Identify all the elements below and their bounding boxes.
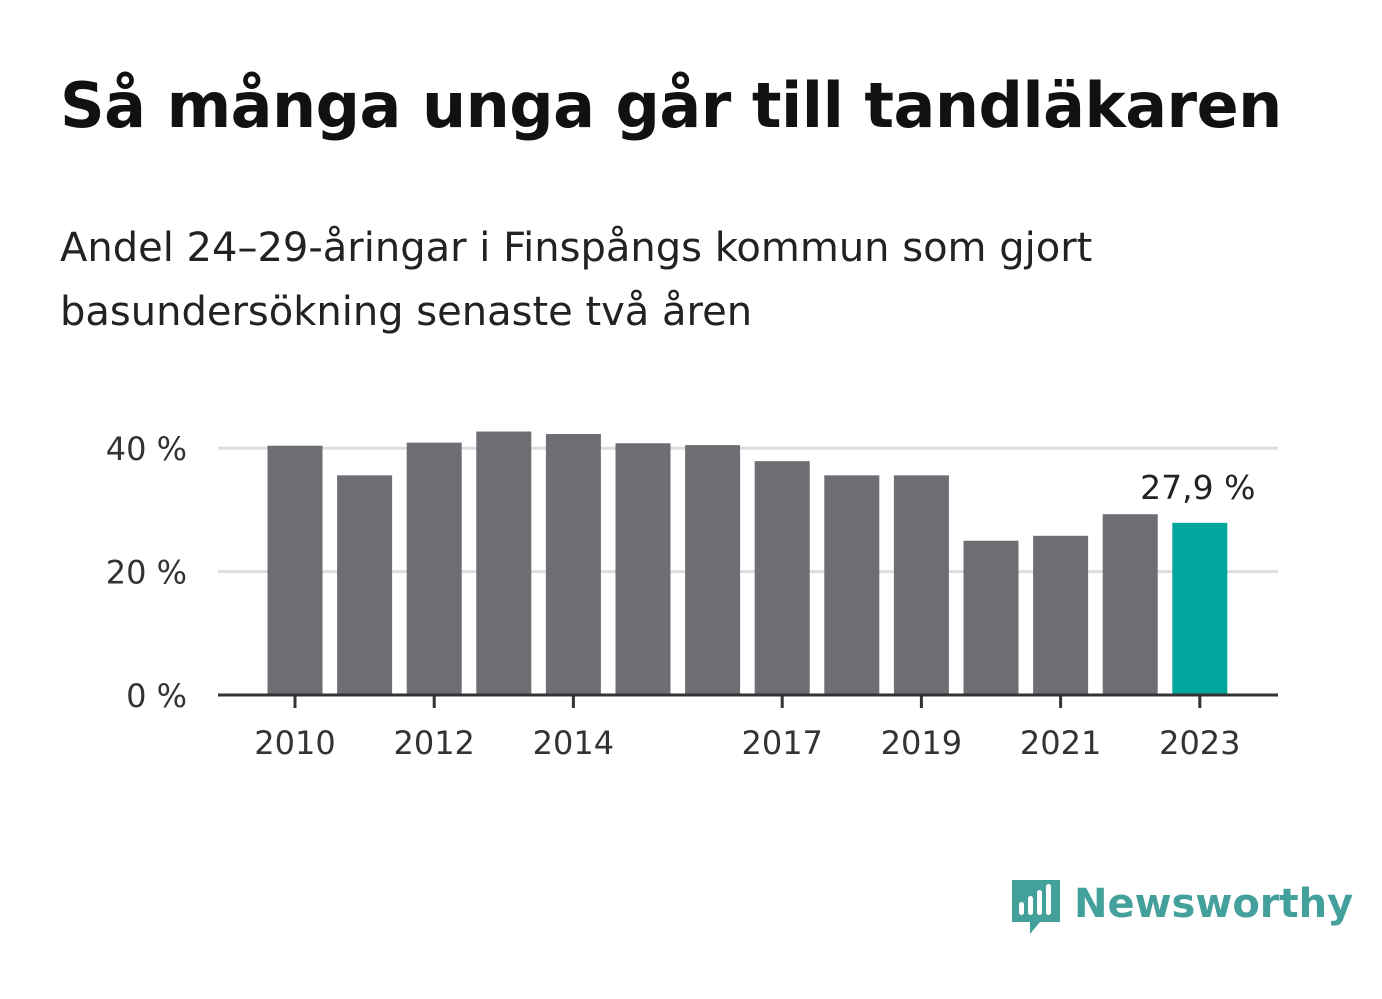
bar-2023 xyxy=(1172,522,1228,695)
bar-2010 xyxy=(267,445,323,695)
newsworthy-logo: Newsworthy xyxy=(1010,876,1353,940)
bar-2013 xyxy=(476,431,532,695)
x-tick-label: 2019 xyxy=(881,724,962,762)
gridlines xyxy=(218,446,1278,574)
axes xyxy=(218,693,1278,708)
y-tick-label: 40 % xyxy=(106,430,187,468)
chart-title: Så många unga går till tandläkaren xyxy=(60,69,1282,142)
x-tick-label: 2021 xyxy=(1020,724,1101,762)
value-label-2023: 27,9 % xyxy=(1140,468,1255,507)
bar-2011 xyxy=(337,475,393,695)
bar-2021 xyxy=(1033,535,1089,695)
y-tick-label: 0 % xyxy=(126,677,187,715)
x-tick-label: 2010 xyxy=(254,724,335,762)
labels: 0 % 20 % 40 % 2010 2012 2014 2017 2019 2021 2023 2… xyxy=(106,430,1256,762)
bar-2016 xyxy=(685,445,741,695)
x-tick-label: 2014 xyxy=(533,724,614,762)
bar-2012 xyxy=(406,442,462,695)
bar-2022 xyxy=(1102,514,1158,695)
bar-2019 xyxy=(893,475,949,695)
brand-name: Newsworthy xyxy=(1074,881,1354,927)
bar-2018 xyxy=(824,475,880,695)
bar-2017 xyxy=(754,461,810,695)
bar-2014 xyxy=(545,434,601,695)
x-tick-label: 2023 xyxy=(1159,724,1240,762)
bar-2015 xyxy=(615,443,671,695)
x-tick-label: 2017 xyxy=(741,724,822,762)
chart-subtitle: Andel 24–29-åringar i Finspångs kommun s… xyxy=(60,225,1093,335)
y-tick-label: 20 % xyxy=(106,554,187,592)
newsworthy-chart-bubble-icon xyxy=(1012,880,1060,934)
x-tick-label: 2012 xyxy=(393,724,474,762)
bar-2020 xyxy=(963,540,1019,695)
bars xyxy=(267,431,1228,695)
